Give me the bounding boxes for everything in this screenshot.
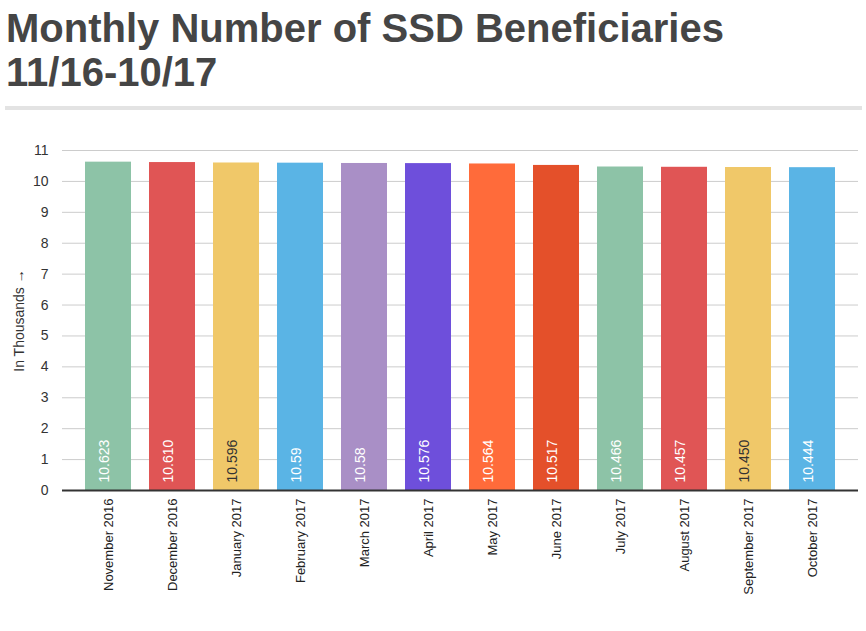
svg-text:11: 11 [34,142,49,158]
svg-text:1: 1 [41,451,49,467]
svg-text:November 2016: November 2016 [101,499,116,592]
html-text:Monthly Number of SSD Benefici: Monthly Number of SSD Beneficiaries 11/1… [6,6,724,94]
svg-text:10.564: 10.564 [480,439,496,482]
svg-text:May 2017: May 2017 [485,499,500,556]
svg-text:4: 4 [41,358,49,374]
svg-text:7: 7 [41,266,49,282]
svg-text:9: 9 [41,204,49,220]
svg-text:April 2017: April 2017 [421,499,436,558]
svg-text:10.517: 10.517 [544,439,560,482]
svg-text:10.450: 10.450 [736,439,752,482]
svg-text:3: 3 [41,389,49,405]
svg-text:July 2017: July 2017 [613,499,628,555]
svg-text:10.457: 10.457 [672,439,688,482]
svg-text:October 2017: October 2017 [805,499,820,578]
svg-text:5: 5 [41,327,49,343]
svg-text:6: 6 [41,297,49,313]
svg-text:10.576: 10.576 [416,439,432,482]
svg-text:September 2017: September 2017 [741,499,756,595]
svg-text:In Thousands →: In Thousands → [11,269,27,371]
svg-text:June 2017: June 2017 [549,499,564,560]
svg-text:March 2017: March 2017 [357,499,372,568]
svg-text:February 2017: February 2017 [293,499,308,584]
svg-text:January 2017: January 2017 [229,499,244,578]
svg-text:10.58: 10.58 [352,447,368,482]
svg-text:10.444: 10.444 [800,439,816,482]
svg-text:0: 0 [41,482,49,498]
svg-text:2: 2 [41,420,49,436]
svg-text:10.59: 10.59 [288,447,304,482]
svg-text:8: 8 [41,235,49,251]
svg-text:10.596: 10.596 [224,439,240,482]
svg-text:10: 10 [33,173,49,189]
svg-text:10.610: 10.610 [160,439,176,482]
svg-text:10.466: 10.466 [608,439,624,482]
svg-text:August 2017: August 2017 [677,499,692,572]
svg-text:December 2016: December 2016 [165,499,180,592]
svg-text:10.623: 10.623 [96,439,112,482]
